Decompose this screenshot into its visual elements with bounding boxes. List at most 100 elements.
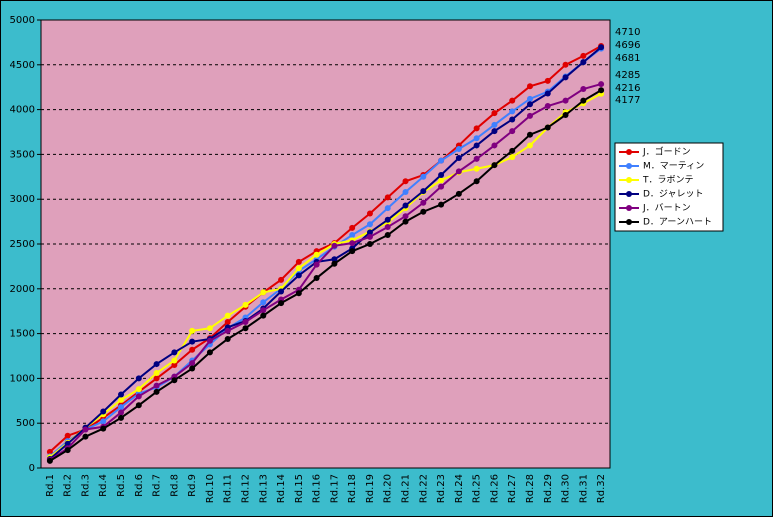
point (189, 346, 196, 353)
x-tick-label: Rd.18 (347, 474, 358, 503)
point (153, 388, 160, 395)
end-label: 4681 (615, 53, 640, 64)
legend-label: D．ジャレット (643, 190, 703, 200)
x-tick-label: Rd.9 (187, 474, 198, 497)
point (473, 155, 480, 162)
point (135, 386, 142, 393)
point (189, 327, 196, 334)
legend-label: T．ラボンテ (642, 175, 694, 186)
point (135, 402, 142, 409)
point (64, 432, 71, 439)
point (153, 382, 160, 389)
point (562, 97, 569, 104)
legend-marker (626, 177, 632, 183)
y-tick-label: 2500 (10, 239, 35, 250)
point (224, 312, 231, 319)
point (509, 108, 516, 115)
point (598, 44, 605, 51)
series-line (49, 89, 602, 462)
point (278, 300, 285, 307)
point (473, 135, 480, 142)
point (46, 457, 53, 464)
end-label: 4216 (615, 83, 640, 94)
x-tick-label: Rd.2 (63, 474, 74, 497)
point (580, 52, 587, 59)
y-tick-label: 1000 (10, 373, 35, 384)
point (473, 165, 480, 172)
point (562, 61, 569, 68)
x-tick-label: Rd.32 (596, 474, 607, 503)
point (171, 357, 178, 364)
point (349, 224, 356, 231)
point (82, 433, 89, 440)
point (206, 337, 213, 344)
point (189, 338, 196, 345)
point (526, 131, 533, 138)
x-tick-label: Rd.17 (329, 474, 340, 503)
point (402, 202, 409, 209)
point (366, 210, 373, 217)
point (438, 177, 445, 184)
point (491, 110, 498, 117)
point (544, 124, 551, 131)
point (100, 408, 107, 415)
point (455, 190, 462, 197)
point (260, 307, 267, 314)
point (46, 448, 53, 455)
point (526, 112, 533, 119)
point (509, 97, 516, 104)
point (118, 396, 125, 403)
point (562, 74, 569, 81)
point (206, 349, 213, 356)
x-tick-label: Rd.5 (116, 474, 127, 497)
point (295, 290, 302, 297)
point (349, 240, 356, 247)
y-tick-label: 4500 (10, 60, 35, 71)
point (64, 447, 71, 454)
point (526, 83, 533, 90)
x-tick-label: Rd.6 (134, 474, 145, 497)
point (438, 183, 445, 190)
y-tick-label: 0 (29, 463, 35, 474)
point (438, 172, 445, 179)
point (491, 128, 498, 135)
point (189, 360, 196, 367)
point (384, 194, 391, 201)
point (509, 116, 516, 123)
point (349, 232, 356, 239)
point (438, 201, 445, 208)
legend-label: M．マーティン (643, 161, 704, 172)
point (509, 147, 516, 154)
x-tick-label: Rd.20 (383, 474, 394, 503)
point (473, 125, 480, 132)
point (491, 142, 498, 149)
point (402, 213, 409, 220)
legend-label: J．ゴードン (642, 146, 691, 158)
x-tick-label: Rd.23 (436, 474, 447, 503)
point (278, 276, 285, 283)
y-tick-label: 4000 (10, 105, 35, 116)
end-label: 4710 (615, 27, 640, 38)
point (224, 318, 231, 325)
point (295, 272, 302, 279)
x-tick-label: Rd.25 (472, 474, 483, 503)
point (135, 393, 142, 400)
y-tick-label: 5000 (10, 15, 35, 26)
point (384, 232, 391, 239)
point (526, 142, 533, 149)
legend-box (614, 142, 724, 232)
point (544, 90, 551, 97)
point (420, 208, 427, 215)
series-line (49, 92, 602, 459)
point (224, 335, 231, 342)
point (171, 377, 178, 384)
point (598, 81, 605, 88)
point (544, 77, 551, 84)
legend-marker (626, 163, 632, 169)
point (331, 256, 338, 263)
point (278, 288, 285, 295)
x-tick-label: Rd.10 (205, 474, 216, 503)
series-line (49, 83, 602, 461)
x-tick-label: Rd.26 (489, 474, 500, 503)
